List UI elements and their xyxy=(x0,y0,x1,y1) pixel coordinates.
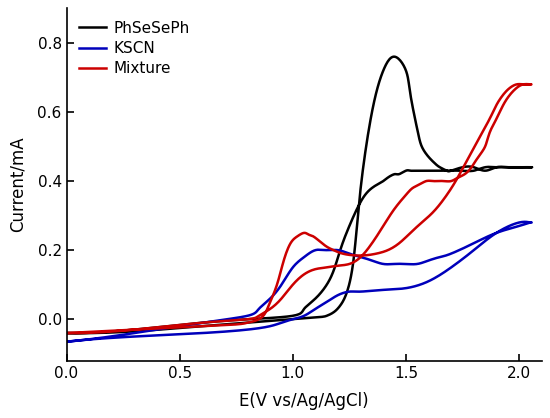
Mixture xyxy=(326,265,332,270)
PhSeSePh xyxy=(305,316,311,321)
KSCN xyxy=(414,261,421,266)
Mixture xyxy=(69,331,75,336)
Legend: PhSeSePh, KSCN, Mixture: PhSeSePh, KSCN, Mixture xyxy=(74,16,195,81)
KSCN xyxy=(399,261,405,266)
PhSeSePh xyxy=(471,168,477,173)
Line: PhSeSePh: PhSeSePh xyxy=(67,57,532,333)
KSCN xyxy=(63,339,70,344)
Mixture xyxy=(63,331,70,336)
KSCN xyxy=(282,276,289,281)
PhSeSePh xyxy=(74,331,80,336)
Mixture xyxy=(466,167,473,172)
X-axis label: E(V vs/Ag/AgCl): E(V vs/Ag/AgCl) xyxy=(239,392,369,410)
PhSeSePh xyxy=(382,177,388,182)
Mixture xyxy=(250,319,257,324)
KSCN xyxy=(336,248,342,253)
PhSeSePh xyxy=(432,168,439,173)
PhSeSePh xyxy=(391,54,398,59)
KSCN xyxy=(428,257,435,262)
Mixture xyxy=(493,117,499,122)
Line: Mixture: Mixture xyxy=(67,84,531,333)
KSCN xyxy=(521,219,528,224)
PhSeSePh xyxy=(63,331,70,336)
Mixture xyxy=(516,82,522,87)
PhSeSePh xyxy=(453,168,459,173)
Mixture xyxy=(408,186,415,191)
Y-axis label: Current/mA: Current/mA xyxy=(8,137,26,232)
Line: KSCN: KSCN xyxy=(67,222,532,342)
PhSeSePh xyxy=(331,266,338,271)
Mixture xyxy=(63,331,70,336)
Mixture xyxy=(482,144,488,149)
KSCN xyxy=(63,339,70,344)
KSCN xyxy=(238,328,245,333)
PhSeSePh xyxy=(63,331,70,336)
